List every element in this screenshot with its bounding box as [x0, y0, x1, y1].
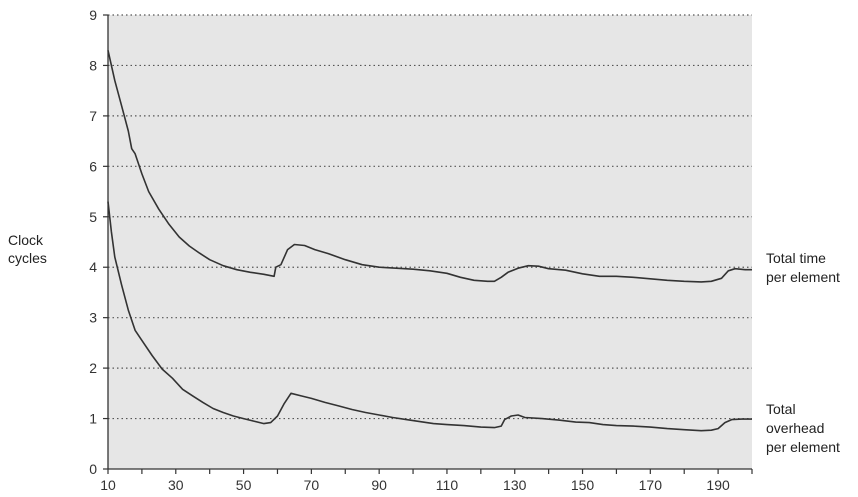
x-tick-label-170: 170 — [639, 477, 663, 493]
x-tick-label-150: 150 — [571, 477, 595, 493]
y-tick-label-7: 7 — [89, 108, 97, 124]
x-tick-label-10: 10 — [100, 477, 116, 493]
y-axis-title-line: cycles — [8, 250, 47, 266]
series-label-2: Total overhead per element — [766, 401, 840, 455]
series-label-line: Total time — [766, 250, 826, 266]
y-tick-label-4: 4 — [89, 259, 97, 275]
x-tick-label-110: 110 — [436, 477, 459, 493]
axes — [107, 15, 752, 470]
y-tick-label-9: 9 — [89, 7, 97, 23]
x-tick-label-190: 190 — [706, 477, 730, 493]
y-tick-label-8: 8 — [89, 57, 97, 73]
y-tick-labels: 0 1 2 3 4 5 6 7 8 9 — [89, 7, 108, 477]
series-labels: Total time per element Total overhead per el… — [766, 250, 840, 455]
series-line-1 — [107, 50, 752, 283]
y-axis-title-line: Clock — [8, 232, 44, 248]
series-label-line: overhead — [766, 420, 824, 436]
series-label-line: per element — [766, 269, 840, 285]
y-axis-title: Clock cycles — [8, 232, 47, 266]
y-tick-label-6: 6 — [89, 158, 97, 174]
series-label-line: Total — [766, 401, 796, 417]
series-line-2 — [107, 201, 752, 432]
x-tick-label-90: 90 — [371, 477, 387, 493]
y-tick-label-5: 5 — [89, 209, 97, 225]
series-lines — [107, 50, 752, 432]
x-tick-labels: 10 30 50 70 90 110 130 150 170 190 — [100, 469, 753, 493]
plot-area — [108, 15, 752, 469]
x-tick-label-50: 50 — [236, 477, 252, 493]
x-tick-label-130: 130 — [503, 477, 527, 493]
y-tick-label-0: 0 — [89, 461, 97, 477]
y-tick-label-1: 1 — [89, 411, 97, 427]
y-tick-label-3: 3 — [89, 310, 97, 326]
series-label-1: Total time per element — [766, 250, 840, 285]
x-tick-label-70: 70 — [304, 477, 320, 493]
x-tick-label-30: 30 — [168, 477, 184, 493]
series-label-line: per element — [766, 439, 840, 455]
y-tick-label-2: 2 — [89, 360, 97, 376]
gridlines — [108, 14, 752, 420]
